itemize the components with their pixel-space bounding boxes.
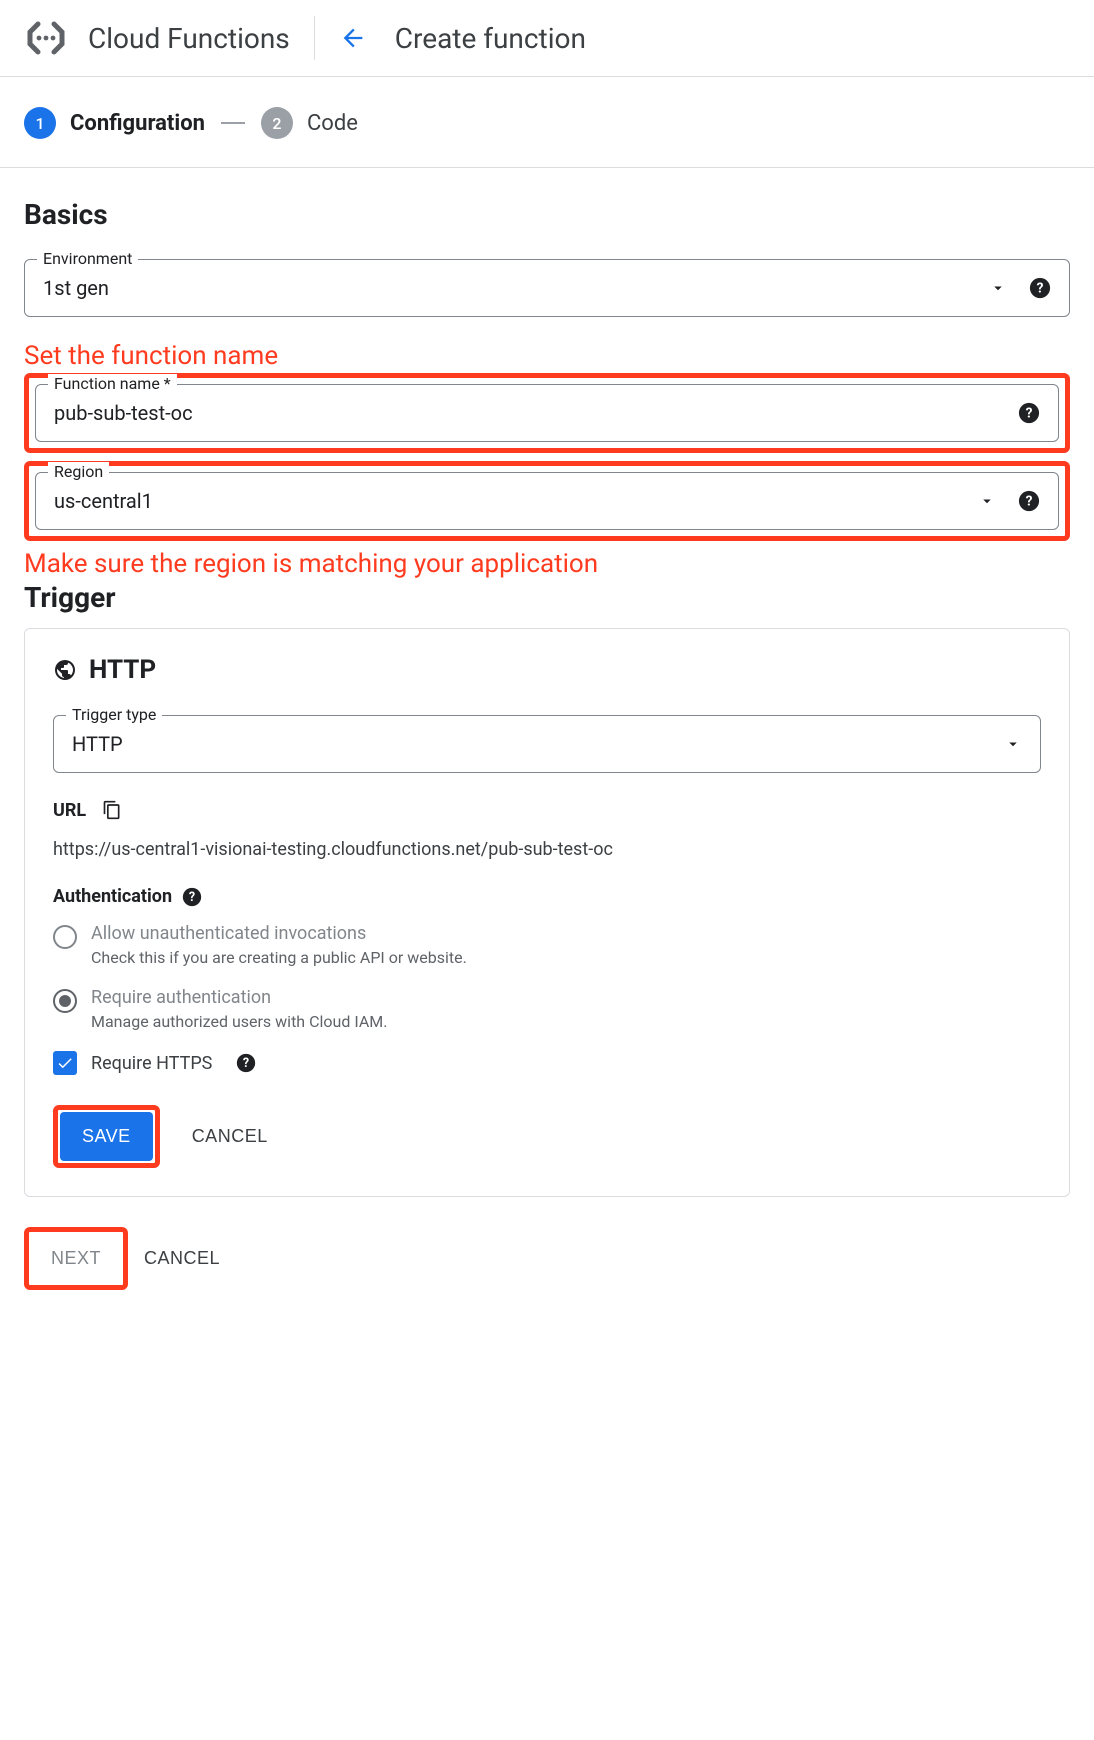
help-icon[interactable]: ? <box>1018 490 1040 512</box>
function-name-highlight: Function name * pub-sub-test-oc ? <box>24 373 1070 453</box>
basics-title: Basics <box>24 198 1070 231</box>
help-icon[interactable]: ? <box>1029 277 1051 299</box>
copy-icon[interactable] <box>102 799 122 821</box>
step-1-circle: 1 <box>24 107 56 139</box>
product-title: Cloud Functions <box>88 22 290 55</box>
step-configuration[interactable]: 1 Configuration <box>24 107 205 139</box>
auth-title-row: Authentication ? <box>53 886 1041 907</box>
trigger-card: HTTP Trigger type HTTP URL https://us-ce… <box>24 628 1070 1197</box>
radio-require-label: Require authentication <box>91 987 387 1008</box>
page-title: Create function <box>395 22 586 55</box>
trigger-buttons: SAVE CANCEL <box>53 1105 1041 1168</box>
product-area: Cloud Functions <box>24 16 315 60</box>
radio-unauth-label: Allow unauthenticated invocations <box>91 923 467 944</box>
next-highlight: NEXT <box>24 1227 128 1290</box>
annotation-region: Make sure the region is matching your ap… <box>24 549 1070 579</box>
help-icon[interactable]: ? <box>236 1053 256 1073</box>
radio-circle-require <box>53 989 77 1013</box>
help-icon[interactable]: ? <box>1018 402 1040 424</box>
content: Basics Environment 1st gen ? Set the fun… <box>0 168 1094 1330</box>
save-button[interactable]: SAVE <box>60 1112 153 1161</box>
auth-title: Authentication <box>53 886 172 907</box>
url-value: https://us-central1-visionai-testing.clo… <box>53 839 1041 860</box>
stepper: 1 Configuration 2 Code <box>0 77 1094 168</box>
chevron-down-icon <box>978 492 996 510</box>
page-title-area: Create function <box>339 22 586 55</box>
region-value: us-central1 <box>54 489 978 513</box>
svg-text:?: ? <box>1037 281 1044 297</box>
require-https-label: Require HTTPS <box>91 1053 212 1074</box>
url-row: URL <box>53 799 1041 821</box>
bottom-buttons: NEXT CANCEL <box>24 1227 1070 1290</box>
next-button[interactable]: NEXT <box>31 1234 121 1283</box>
step-2-circle: 2 <box>261 107 293 139</box>
svg-text:?: ? <box>243 1056 249 1071</box>
function-name-label: Function name * <box>48 374 177 393</box>
require-https-row[interactable]: Require HTTPS ? <box>53 1051 1041 1075</box>
svg-text:?: ? <box>1026 494 1033 510</box>
radio-require-auth[interactable]: Require authentication Manage authorized… <box>53 987 1041 1031</box>
page-header: Cloud Functions Create function <box>0 0 1094 77</box>
function-name-value: pub-sub-test-oc <box>54 401 1018 425</box>
bottom-cancel-button[interactable]: CANCEL <box>136 1234 228 1283</box>
save-highlight: SAVE <box>53 1105 160 1168</box>
back-arrow-icon[interactable] <box>339 24 367 52</box>
trigger-header: HTTP <box>53 655 1041 685</box>
chevron-down-icon <box>989 279 1007 297</box>
svg-text:?: ? <box>189 890 195 905</box>
annotation-set-name: Set the function name <box>24 341 1070 371</box>
svg-text:?: ? <box>1026 406 1033 422</box>
url-label: URL <box>53 800 86 821</box>
environment-value: 1st gen <box>43 276 989 300</box>
region-label: Region <box>48 462 109 481</box>
radio-unauth-hint: Check this if you are creating a public … <box>91 948 467 967</box>
trigger-title: Trigger <box>24 581 1070 614</box>
radio-require-hint: Manage authorized users with Cloud IAM. <box>91 1012 387 1031</box>
trigger-type-value: HTTP <box>72 732 1004 756</box>
step-code[interactable]: 2 Code <box>261 107 358 139</box>
trigger-type-label: Trigger type <box>66 705 162 724</box>
step-divider <box>221 122 245 124</box>
trigger-type-wrap: Trigger type HTTP <box>53 715 1041 773</box>
radio-dot <box>59 995 71 1007</box>
environment-select[interactable]: Environment 1st gen ? <box>24 259 1070 317</box>
trigger-type-select[interactable]: Trigger type HTTP <box>53 715 1041 773</box>
environment-label: Environment <box>37 249 138 268</box>
radio-unauth[interactable]: Allow unauthenticated invocations Check … <box>53 923 1041 967</box>
chevron-down-icon <box>1004 735 1022 753</box>
trigger-http-title: HTTP <box>89 655 156 685</box>
cancel-button[interactable]: CANCEL <box>184 1112 276 1161</box>
require-https-checkbox[interactable] <box>53 1051 77 1075</box>
region-select[interactable]: Region us-central1 ? <box>35 472 1059 530</box>
help-icon[interactable]: ? <box>182 887 202 907</box>
environment-field-wrap: Environment 1st gen ? <box>24 259 1070 317</box>
step-2-label: Code <box>307 111 358 136</box>
function-name-input[interactable]: Function name * pub-sub-test-oc ? <box>35 384 1059 442</box>
step-1-label: Configuration <box>70 111 205 136</box>
cloud-functions-icon <box>24 16 68 60</box>
radio-circle-unauth <box>53 925 77 949</box>
region-highlight: Region us-central1 ? <box>24 461 1070 541</box>
globe-icon <box>53 658 77 682</box>
